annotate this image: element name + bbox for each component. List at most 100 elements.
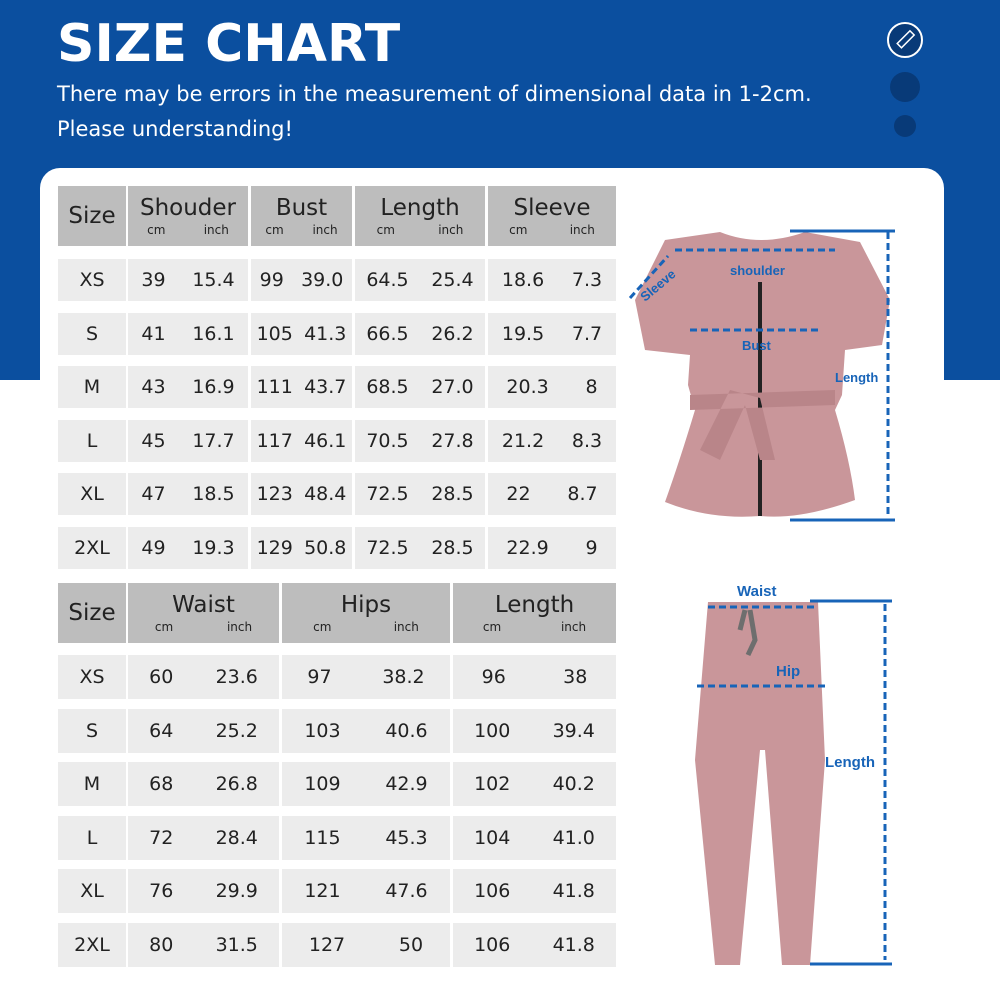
value-pair: 60 23.6 <box>128 666 279 688</box>
value-pair: 96 38 <box>453 666 616 688</box>
column-header: Sleeve cm inch <box>488 186 616 246</box>
cm-value: 102 <box>474 773 511 795</box>
column-header: Shouder cm inch <box>128 186 248 246</box>
value-pair: 103 40.6 <box>282 720 450 742</box>
cm-value: 49 <box>141 537 166 559</box>
inch-value: 27.8 <box>431 430 474 452</box>
size-value: XS <box>79 269 105 291</box>
value-pair: 123 48.4 <box>251 483 352 505</box>
value-cell: 47 18.5 <box>128 473 248 515</box>
value-cell: 22.9 9 <box>488 527 616 569</box>
cm-value: 127 <box>308 934 346 956</box>
cm-value: 106 <box>474 934 511 956</box>
disclaimer-line-1: There may be errors in the measurement o… <box>57 82 812 106</box>
column-header: Bust cm inch <box>251 186 352 246</box>
value-pair: 72 28.4 <box>128 827 279 849</box>
unit-inch: inch <box>560 620 587 634</box>
value-pair: 127 50 <box>282 934 450 956</box>
value-pair: 20.3 8 <box>488 376 616 398</box>
size-cell: S <box>58 313 126 355</box>
cm-value: 47 <box>141 483 166 505</box>
value-cell: 72 28.4 <box>128 816 279 860</box>
unit-labels: cm inch <box>251 223 352 237</box>
value-pair: 104 41.0 <box>453 827 616 849</box>
value-pair: 121 47.6 <box>282 880 450 902</box>
unit-labels: cm inch <box>128 223 248 237</box>
value-cell: 103 40.6 <box>282 709 450 753</box>
inch-value: 17.7 <box>192 430 235 452</box>
unit-cm: cm <box>265 223 284 237</box>
value-pair: 43 16.9 <box>128 376 248 398</box>
bottom-garment-diagram: Waist Hip Length <box>695 583 892 966</box>
value-pair: 100 39.4 <box>453 720 616 742</box>
size-header: Size <box>58 583 126 643</box>
size-cell: 2XL <box>58 527 126 569</box>
unit-inch: inch <box>569 223 595 237</box>
cm-value: 80 <box>149 934 174 956</box>
length-label: Length <box>835 370 878 385</box>
unit-inch: inch <box>226 620 253 634</box>
inch-value: 41.3 <box>304 323 347 345</box>
size-value: L <box>86 430 98 452</box>
column-header: Length cm inch <box>453 583 616 643</box>
value-cell: 68.5 27.0 <box>355 366 485 408</box>
value-pair: 22 8.7 <box>488 483 616 505</box>
ruler-icon <box>887 22 923 58</box>
value-cell: 19.5 7.7 <box>488 313 616 355</box>
cm-value: 97 <box>307 666 332 688</box>
unit-inch: inch <box>203 223 229 237</box>
cm-value: 43 <box>141 376 166 398</box>
value-cell: 68 26.8 <box>128 762 279 806</box>
unit-labels: cm inch <box>282 620 450 634</box>
cm-value: 68.5 <box>366 376 409 398</box>
waist-label: Waist <box>737 583 776 600</box>
value-cell: 60 23.6 <box>128 655 279 699</box>
inch-value: 19.3 <box>192 537 235 559</box>
disclaimer-line-2: Please understanding! <box>57 117 293 141</box>
inch-value: 43.7 <box>304 376 347 398</box>
cm-value: 41 <box>141 323 166 345</box>
inch-value: 28.4 <box>215 827 258 849</box>
bust-label: Bust <box>742 338 772 353</box>
inch-value: 29.9 <box>215 880 258 902</box>
column-name: Shouder <box>139 195 237 221</box>
value-pair: 45 17.7 <box>128 430 248 452</box>
inch-value: 39.4 <box>552 720 595 742</box>
value-pair: 109 42.9 <box>282 773 450 795</box>
value-cell: 20.3 8 <box>488 366 616 408</box>
cm-value: 70.5 <box>366 430 409 452</box>
inch-value: 28.5 <box>431 537 474 559</box>
value-pair: 115 45.3 <box>282 827 450 849</box>
value-cell: 39 15.4 <box>128 259 248 301</box>
value-pair: 68.5 27.0 <box>355 376 485 398</box>
value-cell: 121 47.6 <box>282 869 450 913</box>
value-pair: 106 41.8 <box>453 880 616 902</box>
hip-label: Hip <box>776 663 800 680</box>
value-cell: 72.5 28.5 <box>355 473 485 515</box>
inch-value: 9 <box>585 537 598 559</box>
inch-value: 16.9 <box>192 376 235 398</box>
belt-bow <box>690 390 835 460</box>
value-cell: 18.6 7.3 <box>488 259 616 301</box>
value-cell: 80 31.5 <box>128 923 279 967</box>
inch-value: 41.8 <box>552 934 595 956</box>
inch-value: 38.2 <box>382 666 425 688</box>
inch-value: 40.2 <box>552 773 595 795</box>
shoulder-label: shoulder <box>730 263 785 278</box>
size-value: L <box>86 827 98 849</box>
inch-value: 7.3 <box>571 269 603 291</box>
cm-value: 105 <box>256 323 293 345</box>
inch-value: 46.1 <box>304 430 347 452</box>
value-pair: 117 46.1 <box>251 430 352 452</box>
column-header: Hips cm inch <box>282 583 450 643</box>
size-value: XS <box>79 666 105 688</box>
inch-value: 31.5 <box>215 934 258 956</box>
cm-value: 121 <box>304 880 341 902</box>
cm-value: 123 <box>256 483 293 505</box>
value-pair: 99 39.0 <box>251 269 352 291</box>
cm-value: 117 <box>256 430 293 452</box>
inch-value: 28.5 <box>431 483 474 505</box>
inch-value: 25.4 <box>431 269 474 291</box>
drawstring <box>737 609 758 657</box>
size-value: 2XL <box>74 934 110 956</box>
